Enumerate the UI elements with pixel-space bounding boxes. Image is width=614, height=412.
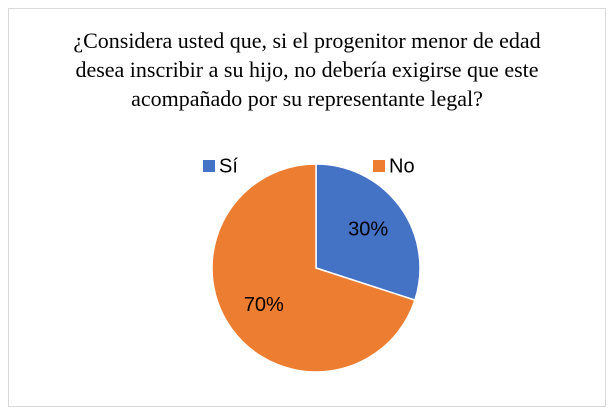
chart-title: ¿Considera usted que, si el progenitor m… xyxy=(73,28,541,111)
data-label: 70% xyxy=(244,294,284,316)
legend-swatch xyxy=(203,160,215,172)
legend-label: No xyxy=(389,155,415,177)
data-label: 30% xyxy=(348,218,388,240)
pie-slice xyxy=(315,163,421,302)
pie-slice xyxy=(211,163,416,373)
legend-label: Sí xyxy=(219,155,238,177)
legend-swatch xyxy=(373,160,385,172)
